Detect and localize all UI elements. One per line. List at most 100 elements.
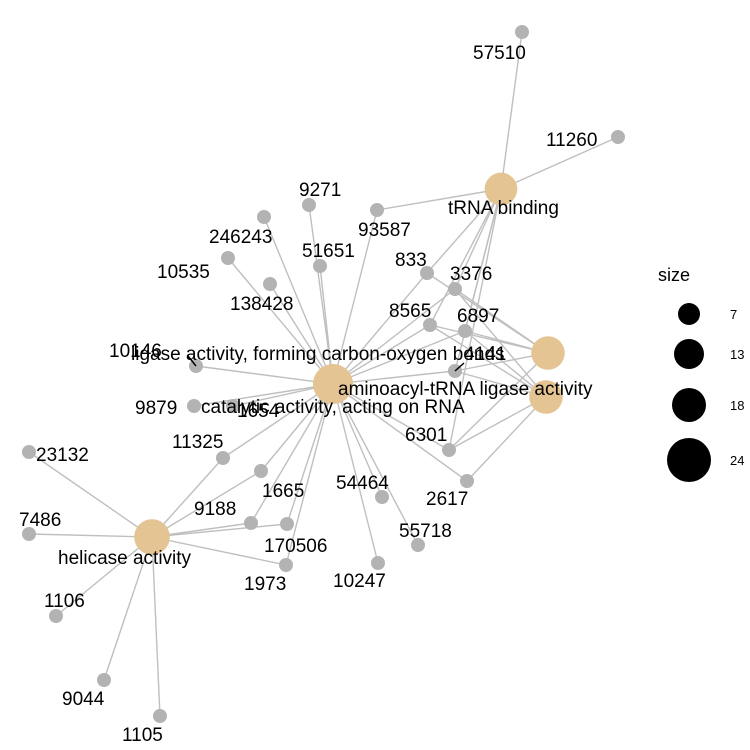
gene-label-4141: 4141 bbox=[464, 344, 506, 365]
edge-catRNA-8565 bbox=[429, 324, 547, 398]
gene-label-3376: 3376 bbox=[450, 264, 492, 285]
edge-helicase-23132 bbox=[28, 451, 153, 538]
gene-node-11260 bbox=[611, 130, 625, 144]
legend-label-18: 18 bbox=[730, 398, 744, 413]
edge-aaRS-6897 bbox=[332, 330, 466, 385]
edge-catRNA-3376 bbox=[454, 288, 547, 398]
gene-node-10247 bbox=[371, 556, 385, 570]
gene-label-55718: 55718 bbox=[399, 521, 452, 542]
legend-label-24: 24 bbox=[730, 453, 744, 468]
gene-node-93587 bbox=[370, 203, 384, 217]
edge-aaRS-10146 bbox=[195, 365, 334, 385]
gene-label-1106: 1106 bbox=[44, 591, 85, 612]
edge-ligCO-6301 bbox=[448, 352, 549, 451]
edge-aaRS-11325 bbox=[222, 383, 334, 459]
gene-node-9188 bbox=[244, 516, 258, 530]
gene-label-1973: 1973 bbox=[244, 574, 286, 595]
edge-aaRS-170506 bbox=[286, 383, 334, 525]
edge-catRNA-6301 bbox=[448, 396, 547, 451]
edge-aaRS-9271 bbox=[308, 204, 334, 385]
gene-node-3376 bbox=[448, 282, 462, 296]
gene-node-1654 bbox=[226, 399, 240, 413]
gene-label-833: 833 bbox=[395, 250, 427, 271]
gene-node-10535 bbox=[221, 251, 235, 265]
legend-label-7: 7 bbox=[730, 307, 737, 322]
edge-aaRS-1973 bbox=[285, 383, 334, 566]
gene-node-9044 bbox=[97, 673, 111, 687]
gene-node-7486 bbox=[22, 527, 36, 541]
category-label-tRNA: tRNA binding bbox=[448, 198, 559, 219]
edge-helicase-1105 bbox=[151, 536, 161, 717]
gene-label-9188: 9188 bbox=[194, 499, 236, 520]
gene-node-51651 bbox=[313, 259, 327, 273]
gene-label-6301: 6301 bbox=[405, 425, 447, 446]
edge-tRNA-4141 bbox=[454, 188, 502, 372]
label-leader-4141 bbox=[454, 362, 465, 372]
gene-label-11325: 11325 bbox=[172, 432, 223, 453]
legend-dot-7 bbox=[678, 303, 700, 325]
gene-node-833 bbox=[420, 266, 434, 280]
category-node-ligCO bbox=[531, 336, 565, 370]
gene-node-8565 bbox=[423, 318, 437, 332]
gene-label-51651: 51651 bbox=[302, 241, 355, 262]
gene-label-246243: 246243 bbox=[209, 227, 272, 248]
gene-node-9271 bbox=[302, 198, 316, 212]
edge-helicase-7486 bbox=[28, 533, 153, 538]
edge-aaRS-6301 bbox=[332, 383, 450, 451]
edge-tRNA-11260 bbox=[500, 136, 619, 190]
edge-aaRS-10535 bbox=[227, 257, 334, 385]
edge-aaRS-55718 bbox=[332, 383, 419, 546]
gene-node-57510 bbox=[515, 25, 529, 39]
gene-node-1106 bbox=[49, 609, 63, 623]
gene-label-8565: 8565 bbox=[389, 301, 431, 322]
gene-label-54464: 54464 bbox=[336, 473, 389, 494]
gene-label-10535: 10535 bbox=[157, 262, 210, 283]
edge-aaRS-2617 bbox=[332, 383, 468, 482]
gene-node-9879 bbox=[187, 399, 201, 413]
gene-label-9044: 9044 bbox=[62, 689, 105, 710]
gene-node-2617 bbox=[460, 474, 474, 488]
gene-label-57510: 57510 bbox=[473, 43, 526, 64]
legend-dot-13 bbox=[674, 339, 704, 369]
edge-aaRS-246243 bbox=[263, 216, 334, 385]
legend-label-13: 13 bbox=[730, 347, 744, 362]
edge-ligCO-3376 bbox=[454, 288, 549, 354]
gene-node-138428 bbox=[263, 277, 277, 291]
edge-helicase-170506 bbox=[151, 523, 288, 538]
edge-catRNA-6897 bbox=[464, 330, 547, 398]
edge-aaRS-10247 bbox=[332, 383, 379, 564]
edges-layer bbox=[28, 31, 619, 717]
gene-node-246243 bbox=[257, 210, 271, 224]
nodes-layer bbox=[22, 25, 625, 723]
gene-node-54464 bbox=[375, 490, 389, 504]
gene-label-11260: 11260 bbox=[546, 130, 597, 151]
gene-node-6301 bbox=[442, 443, 456, 457]
edge-aaRS-54464 bbox=[332, 383, 383, 498]
gene-node-55718 bbox=[411, 538, 425, 552]
edge-aaRS-833 bbox=[332, 272, 428, 385]
gene-node-170506 bbox=[280, 517, 294, 531]
gene-node-1105 bbox=[153, 709, 167, 723]
gene-label-9879: 9879 bbox=[135, 398, 177, 419]
category-node-aaRS bbox=[313, 364, 353, 404]
edge-catRNA-2617 bbox=[466, 396, 547, 482]
category-label-helicase: helicase activity bbox=[58, 548, 192, 569]
edge-aaRS-3376 bbox=[332, 288, 456, 385]
gene-label-7486: 7486 bbox=[19, 510, 61, 531]
gene-node-1973 bbox=[279, 558, 293, 572]
labels-layer: 57510 11260 9271 93587 246243 51651 833 3376 105… bbox=[19, 43, 597, 746]
gene-label-138428: 138428 bbox=[230, 294, 293, 315]
label-leader-10146 bbox=[187, 355, 197, 367]
gene-label-6897: 6897 bbox=[457, 306, 499, 327]
category-label-ligCO: ligase activity, forming carbon-oxygen b… bbox=[131, 344, 505, 365]
gene-label-1105: 1105 bbox=[122, 725, 163, 746]
size-legend: size 7 13 18 24 bbox=[658, 265, 744, 482]
edge-helicase-1665 bbox=[151, 470, 262, 538]
edge-helicase-9044 bbox=[103, 536, 153, 681]
gene-label-1654: 1654 bbox=[237, 401, 280, 422]
legend-dot-24 bbox=[667, 438, 711, 482]
gene-label-1665: 1665 bbox=[262, 481, 304, 502]
category-node-catRNA bbox=[529, 380, 563, 414]
gene-node-1665 bbox=[254, 464, 268, 478]
gene-label-170506: 170506 bbox=[264, 536, 327, 557]
